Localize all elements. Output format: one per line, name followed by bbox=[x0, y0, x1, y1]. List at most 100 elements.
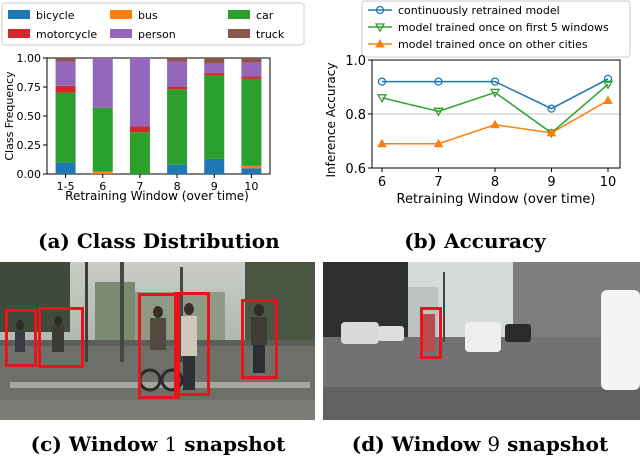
caption-d: (d) Window 9 snapshot bbox=[350, 432, 610, 456]
class-bar-segment bbox=[55, 85, 76, 93]
class-bar-segment bbox=[241, 62, 262, 77]
class-bar-segment bbox=[241, 76, 262, 79]
accuracy-chart: continuously retrained model model traine… bbox=[324, 0, 631, 207]
class-legend-label: truck bbox=[256, 28, 285, 41]
window-9-snapshot bbox=[323, 262, 640, 420]
class-bar-segment bbox=[167, 58, 188, 62]
accuracy-legend-label: continuously retrained model bbox=[398, 4, 560, 17]
pedestrian-box bbox=[241, 299, 278, 379]
class-y-axis-label: Class Frequency bbox=[3, 71, 16, 161]
class-x-tick-label: 1-5 bbox=[57, 180, 75, 193]
class-bar-segment bbox=[241, 168, 262, 174]
class-bar-segment bbox=[204, 75, 225, 159]
class-x-tick-label: 8 bbox=[174, 180, 181, 193]
class-legend-swatch bbox=[110, 29, 132, 38]
class-bar-segment bbox=[55, 61, 76, 86]
accuracy-data-point bbox=[603, 95, 613, 104]
caption-b: (b) Accuracy bbox=[404, 229, 546, 253]
class-bar-segment bbox=[92, 58, 113, 108]
caption-a: (a) Class Distribution bbox=[38, 229, 280, 253]
accuracy-legend: continuously retrained model model traine… bbox=[361, 0, 631, 58]
class-y-tick-label: 1.00 bbox=[17, 52, 42, 65]
class-legend: bicycle bus car motorcycle person truck bbox=[1, 2, 305, 46]
accuracy-data-point bbox=[490, 77, 500, 86]
accuracy-data-point bbox=[489, 88, 501, 98]
class-bar-segment bbox=[204, 73, 225, 76]
accuracy-data-point bbox=[377, 138, 387, 148]
accuracy-data-point bbox=[603, 74, 613, 84]
accuracy-data-point bbox=[547, 104, 556, 113]
class-legend-swatch bbox=[8, 29, 30, 38]
class-bar-segment bbox=[55, 92, 76, 163]
caption-d-suffix: snapshot bbox=[500, 432, 609, 456]
accuracy-data-point bbox=[377, 77, 387, 86]
class-legend-label: bus bbox=[138, 9, 158, 22]
class-bar-segment bbox=[55, 58, 76, 62]
accuracy-y-axis-label: Inference Accuracy bbox=[324, 63, 338, 178]
accuracy-data-point bbox=[434, 77, 443, 86]
accuracy-series-line bbox=[382, 78, 609, 110]
caption-c-suffix: snapshot bbox=[177, 432, 286, 456]
class-legend-label: car bbox=[256, 9, 274, 22]
accuracy-x-axis-label: Retraining Window (over time) bbox=[397, 192, 596, 207]
class-bar-segment bbox=[241, 165, 262, 169]
accuracy-y-tick-label: 0.8 bbox=[345, 108, 366, 123]
class-bar-segment bbox=[167, 164, 188, 174]
class-x-tick-label: 7 bbox=[136, 180, 143, 193]
class-y-tick-label: 0.75 bbox=[17, 81, 42, 94]
accuracy-data-point bbox=[433, 107, 444, 117]
accuracy-data-point bbox=[433, 138, 444, 148]
accuracy-data-point bbox=[490, 119, 500, 129]
accuracy-x-tick-label: 8 bbox=[491, 175, 499, 190]
class-bar-segment bbox=[167, 87, 188, 90]
accuracy-plot-frame bbox=[371, 59, 621, 169]
pedestrian-box bbox=[174, 292, 210, 396]
class-bar-segment bbox=[129, 58, 150, 127]
caption-d-prefix: (d) Window bbox=[351, 432, 488, 456]
accuracy-series-line bbox=[381, 83, 609, 134]
class-bar-segment bbox=[204, 63, 225, 74]
cyclist-box bbox=[138, 293, 180, 399]
class-x-tick-label: 10 bbox=[244, 180, 258, 193]
street-scene-pedestrians bbox=[0, 262, 315, 420]
accuracy-legend-marker bbox=[375, 38, 385, 48]
accuracy-legend-frame bbox=[361, 0, 631, 58]
class-legend-label: bicycle bbox=[36, 9, 75, 22]
accuracy-y-tick-label: 0.6 bbox=[345, 162, 366, 177]
caption-c-prefix: (c) Window bbox=[30, 432, 165, 456]
caption-c: (c) Window 1 snapshot bbox=[28, 432, 288, 456]
class-bar-segment bbox=[92, 107, 113, 172]
class-x-tick-label: 6 bbox=[99, 180, 106, 193]
class-plot-frame bbox=[46, 57, 271, 175]
accuracy-data-point bbox=[602, 80, 614, 90]
class-y-tick-label: 0.25 bbox=[17, 139, 42, 152]
street-scene-cars bbox=[323, 262, 640, 420]
class-bar-segment bbox=[204, 158, 225, 174]
accuracy-x-tick-label: 10 bbox=[600, 175, 617, 190]
accuracy-legend-label: model trained once on other cities bbox=[398, 38, 588, 51]
class-plot-area: 0.00 0.25 0.50 0.75 1.00 1-5 6 7 8 9 10 bbox=[17, 52, 271, 193]
accuracy-plot-area: 0.6 0.8 1.0 6 7 8 9 10 bbox=[345, 54, 621, 190]
class-y-tick-label: 0.50 bbox=[17, 110, 42, 123]
class-bar-segment bbox=[241, 58, 262, 63]
class-x-tick-label: 9 bbox=[211, 180, 218, 193]
class-bar-segment bbox=[167, 89, 188, 165]
class-y-tick-label: 0.00 bbox=[17, 168, 42, 181]
accuracy-x-tick-label: 6 bbox=[378, 175, 386, 190]
class-bar-segment bbox=[129, 132, 150, 174]
accuracy-x-tick-label: 9 bbox=[547, 175, 555, 190]
pedestrian-box bbox=[5, 309, 37, 367]
class-bar-segment bbox=[241, 78, 262, 166]
pedestrian-box bbox=[38, 307, 84, 368]
class-bar-segment bbox=[92, 171, 113, 174]
class-legend-swatch bbox=[228, 29, 250, 38]
caption-c-number: 1 bbox=[164, 432, 178, 456]
class-bar-segment bbox=[204, 58, 225, 64]
accuracy-data-point bbox=[376, 94, 388, 104]
class-bar-segment bbox=[55, 162, 76, 174]
class-legend-swatch bbox=[110, 10, 132, 19]
class-legend-label: motorcycle bbox=[36, 28, 97, 41]
accuracy-legend-marker bbox=[375, 5, 385, 15]
person-box bbox=[420, 307, 442, 359]
